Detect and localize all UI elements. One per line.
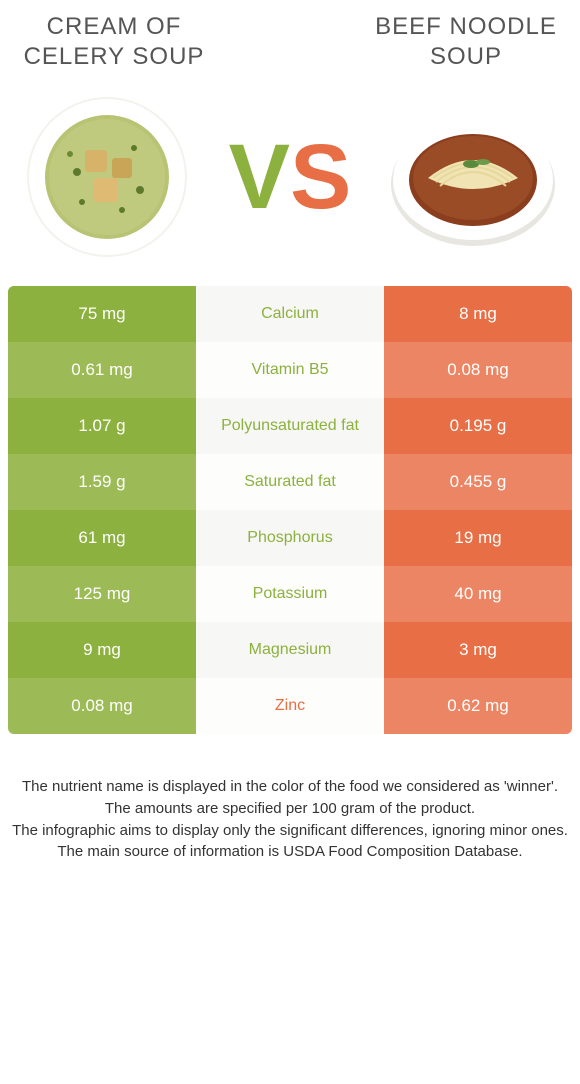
table-row: 1.07 gPolyunsaturated fat0.195 g bbox=[8, 398, 572, 454]
vs-label: V S bbox=[229, 131, 352, 223]
left-food-title: Cream of celery soup bbox=[14, 12, 214, 72]
footer-line: The main source of information is USDA F… bbox=[12, 841, 568, 863]
right-food-title: Beef noodle soup bbox=[366, 12, 566, 72]
right-food-image bbox=[388, 92, 558, 262]
left-value-cell: 0.61 mg bbox=[8, 342, 196, 398]
right-value-cell: 19 mg bbox=[384, 510, 572, 566]
nutrient-label-cell: Vitamin B5 bbox=[196, 342, 384, 398]
right-value-cell: 8 mg bbox=[384, 286, 572, 342]
left-value-cell: 0.08 mg bbox=[8, 678, 196, 734]
left-value-cell: 1.07 g bbox=[8, 398, 196, 454]
images-row: V S bbox=[8, 82, 572, 286]
table-row: 61 mgPhosphorus19 mg bbox=[8, 510, 572, 566]
celery-soup-illustration bbox=[22, 92, 192, 262]
table-row: 1.59 gSaturated fat0.455 g bbox=[8, 454, 572, 510]
right-value-cell: 0.455 g bbox=[384, 454, 572, 510]
table-row: 75 mgCalcium8 mg bbox=[8, 286, 572, 342]
right-value-cell: 0.08 mg bbox=[384, 342, 572, 398]
nutrient-label-cell: Magnesium bbox=[196, 622, 384, 678]
right-value-cell: 3 mg bbox=[384, 622, 572, 678]
right-value-cell: 0.62 mg bbox=[384, 678, 572, 734]
table-row: 9 mgMagnesium3 mg bbox=[8, 622, 572, 678]
nutrient-label-cell: Polyunsaturated fat bbox=[196, 398, 384, 454]
left-value-cell: 125 mg bbox=[8, 566, 196, 622]
nutrient-label-cell: Calcium bbox=[196, 286, 384, 342]
footer-line: The amounts are specified per 100 gram o… bbox=[12, 798, 568, 820]
vs-s-letter: S bbox=[290, 131, 351, 223]
left-value-cell: 61 mg bbox=[8, 510, 196, 566]
nutrient-label-cell: Phosphorus bbox=[196, 510, 384, 566]
vs-v-letter: V bbox=[229, 131, 290, 223]
table-row: 125 mgPotassium40 mg bbox=[8, 566, 572, 622]
footer-notes: The nutrient name is displayed in the co… bbox=[8, 776, 572, 863]
comparison-table: 75 mgCalcium8 mg0.61 mgVitamin B50.08 mg… bbox=[8, 286, 572, 734]
table-row: 0.61 mgVitamin B50.08 mg bbox=[8, 342, 572, 398]
footer-line: The nutrient name is displayed in the co… bbox=[12, 776, 568, 798]
table-row: 0.08 mgZinc0.62 mg bbox=[8, 678, 572, 734]
left-value-cell: 1.59 g bbox=[8, 454, 196, 510]
right-value-cell: 40 mg bbox=[384, 566, 572, 622]
left-food-image bbox=[22, 92, 192, 262]
right-value-cell: 0.195 g bbox=[384, 398, 572, 454]
beef-noodle-illustration bbox=[388, 92, 558, 262]
left-value-cell: 75 mg bbox=[8, 286, 196, 342]
left-value-cell: 9 mg bbox=[8, 622, 196, 678]
nutrient-label-cell: Saturated fat bbox=[196, 454, 384, 510]
nutrient-label-cell: Potassium bbox=[196, 566, 384, 622]
nutrient-label-cell: Zinc bbox=[196, 678, 384, 734]
footer-line: The infographic aims to display only the… bbox=[12, 820, 568, 842]
titles-row: Cream of celery soup Beef noodle soup bbox=[8, 12, 572, 72]
